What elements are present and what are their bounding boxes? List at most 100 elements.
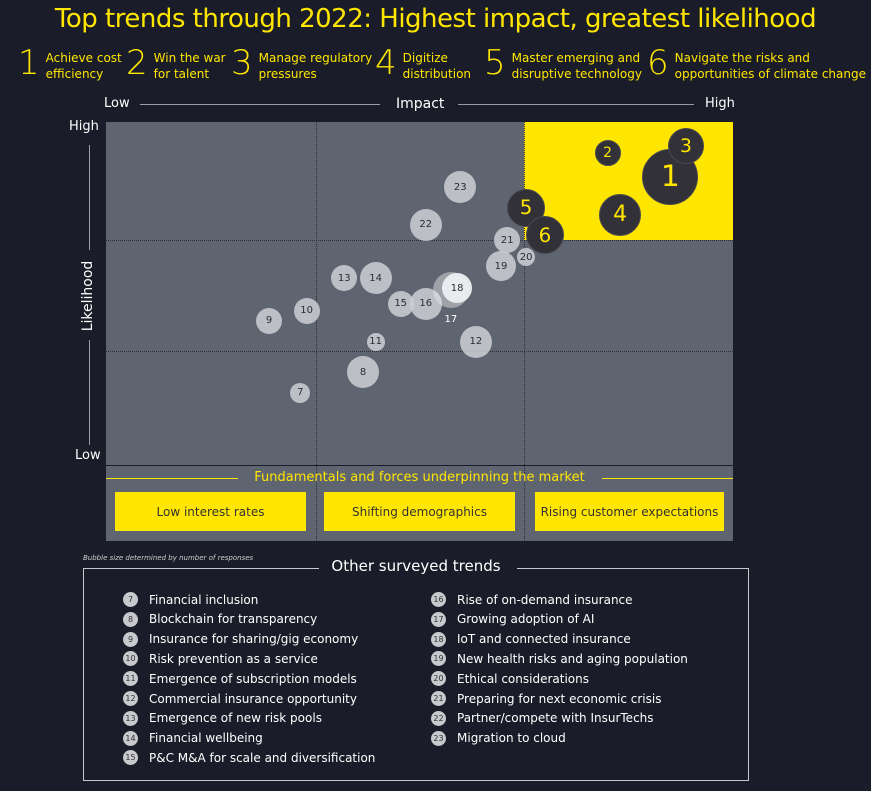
bubble-label: 6 bbox=[538, 223, 552, 247]
legend-item: 23 Migration to cloud bbox=[431, 730, 566, 746]
bubble-label: 10 bbox=[300, 305, 313, 317]
x-axis-line bbox=[458, 104, 694, 105]
top-trend-label: Master emerging and disruptive technolog… bbox=[511, 51, 642, 81]
legend-item: 17 Growing adoption of AI bbox=[431, 611, 594, 627]
bubble-label: 18 bbox=[450, 282, 464, 294]
grid-line bbox=[524, 122, 525, 465]
fundamental-rising-customer-expectations: Rising customer expectations bbox=[535, 492, 724, 531]
bubble-size-note: Bubble size determined by number of resp… bbox=[83, 554, 254, 562]
bubble-label: 13 bbox=[337, 272, 351, 284]
top-trend-number: 6 bbox=[647, 43, 669, 83]
bubble-11: 11 bbox=[366, 332, 385, 351]
divider bbox=[106, 478, 238, 479]
bubble-4: 4 bbox=[599, 193, 642, 236]
legend-number-badge: 17 bbox=[431, 611, 446, 627]
legend-label: Partner/compete with InsurTechs bbox=[457, 711, 654, 726]
bubble-6: 6 bbox=[525, 216, 564, 255]
legend-number-badge: 16 bbox=[431, 592, 446, 607]
bubble-15: 15 bbox=[387, 290, 414, 317]
bubble-label: 11 bbox=[369, 336, 382, 348]
bubble-label: 21 bbox=[500, 234, 514, 246]
top-trend-6: 6 Navigate the risks and opportunities of… bbox=[647, 44, 866, 82]
fundamental-low-interest-rates: Low interest rates bbox=[115, 492, 306, 531]
legend-number-badge: 15 bbox=[123, 750, 138, 766]
bubble-label: 20 bbox=[519, 251, 533, 263]
bubble-label: 4 bbox=[613, 202, 628, 228]
bubble-2: 2 bbox=[594, 139, 621, 166]
bubble-label: 8 bbox=[359, 366, 367, 378]
legend-label: Financial inclusion bbox=[149, 592, 259, 607]
bubble-label: 12 bbox=[469, 336, 483, 348]
x-axis-high-label: High bbox=[705, 96, 735, 111]
top-trend-number: 3 bbox=[231, 43, 253, 83]
bubble-9: 9 bbox=[256, 307, 283, 334]
divider bbox=[602, 478, 733, 479]
bubble-label: 3 bbox=[680, 135, 692, 157]
legend-item: 22 Partner/compete with InsurTechs bbox=[431, 710, 654, 726]
legend-label: P&C M&A for scale and diversification bbox=[149, 750, 376, 765]
legend-number-badge: 23 bbox=[431, 730, 446, 746]
top-trend-number: 5 bbox=[484, 43, 506, 83]
top-trend-label: Win the war for talent bbox=[153, 51, 226, 81]
page-title: Top trends through 2022: Highest impact,… bbox=[54, 4, 817, 34]
other-trends-legend: Other surveyed trends 7 Financial inclusi… bbox=[83, 557, 749, 781]
grid-line bbox=[316, 466, 317, 541]
top-trend-5: 5 Master emerging and disruptive technolo… bbox=[484, 44, 642, 82]
top-trend-3: 3 Manage regulatory pressures bbox=[231, 44, 372, 82]
legend-label: Risk prevention as a service bbox=[149, 651, 318, 666]
bubble-label: 5 bbox=[519, 196, 533, 220]
bubble-18: 18 bbox=[442, 273, 473, 304]
bubble-21: 21 bbox=[494, 227, 521, 254]
bubble-label: 19 bbox=[494, 260, 508, 272]
legend-number-badge: 9 bbox=[123, 631, 138, 647]
legend-label: Insurance for sharing/gig economy bbox=[149, 632, 359, 647]
top-trend-label: Achieve cost efficiency bbox=[45, 51, 122, 81]
legend-number-badge: 11 bbox=[123, 671, 138, 687]
top-trend-label: Digitize distribution bbox=[402, 51, 472, 81]
legend-item: 21 Preparing for next economic crisis bbox=[431, 691, 661, 706]
legend-item: 9 Insurance for sharing/gig economy bbox=[123, 631, 359, 647]
y-axis-low-label: Low bbox=[75, 448, 101, 463]
legend-number-badge: 19 bbox=[431, 651, 446, 667]
bubble-14: 14 bbox=[359, 262, 392, 295]
legend-number-badge: 7 bbox=[123, 592, 138, 607]
legend-item: 10 Risk prevention as a service bbox=[123, 651, 318, 667]
legend-label: Rise of on-demand insurance bbox=[457, 592, 633, 607]
bubble-label: 1 bbox=[660, 159, 680, 195]
legend-number-badge: 22 bbox=[431, 710, 446, 726]
divider bbox=[517, 568, 748, 569]
y-axis-line bbox=[89, 145, 90, 250]
bubble-label: 2 bbox=[603, 144, 613, 161]
bubble-label: 22 bbox=[419, 219, 433, 231]
y-axis-title: Likelihood bbox=[80, 260, 96, 332]
bubble-23: 23 bbox=[444, 171, 477, 204]
x-axis-title: Impact bbox=[396, 96, 445, 112]
top-trend-number: 2 bbox=[126, 43, 148, 83]
bubble-3: 3 bbox=[667, 128, 704, 164]
bubble-13: 13 bbox=[331, 265, 358, 292]
top-trend-number: 4 bbox=[375, 43, 397, 83]
legend-item: 19 New health risks and aging population bbox=[431, 651, 688, 667]
x-axis-low-label: Low bbox=[104, 96, 130, 111]
bubble-label: 16 bbox=[419, 298, 433, 310]
legend-item: 14 Financial wellbeing bbox=[123, 730, 263, 746]
legend-label: Ethical considerations bbox=[457, 671, 589, 686]
legend-label: Emergence of subscription models bbox=[149, 671, 357, 686]
legend-item: 11 Emergence of subscription models bbox=[123, 671, 357, 687]
bubble-label: 9 bbox=[265, 315, 273, 327]
legend-label: IoT and connected insurance bbox=[457, 632, 631, 647]
legend-item: 8 Blockchain for transparency bbox=[123, 611, 317, 627]
legend-item: 12 Commercial insurance opportunity bbox=[123, 691, 357, 706]
bubble-label: 15 bbox=[394, 298, 408, 310]
top-trend-1: 1 Achieve cost efficiency bbox=[18, 44, 122, 82]
legend-item: 16 Rise of on-demand insurance bbox=[431, 592, 633, 607]
legend-number-badge: 18 bbox=[431, 631, 446, 647]
legend-label: New health risks and aging population bbox=[457, 651, 688, 666]
legend-number-badge: 21 bbox=[431, 691, 446, 706]
bubble-label: 14 bbox=[369, 272, 382, 284]
bubble-10: 10 bbox=[293, 297, 320, 324]
bubble-19: 19 bbox=[486, 251, 516, 282]
top-trend-number: 1 bbox=[18, 43, 40, 83]
bubble-20: 20 bbox=[517, 248, 536, 267]
y-axis-line bbox=[89, 340, 90, 445]
